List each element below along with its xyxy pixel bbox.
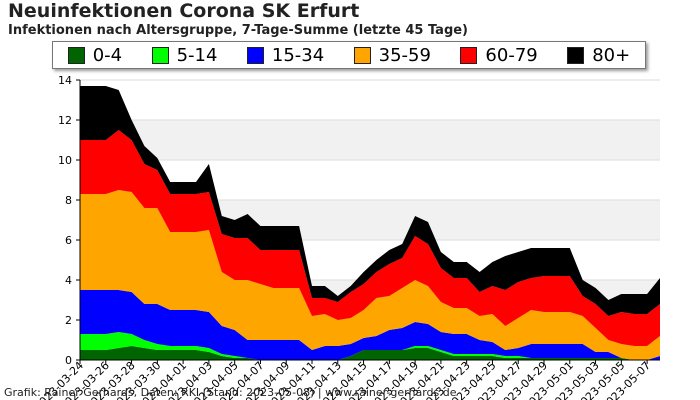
legend-label: 35-59 — [378, 44, 431, 66]
legend-item-80-plus: 80+ — [567, 45, 630, 66]
legend-item-60-79: 60-79 — [460, 44, 538, 66]
chart-credit: Grafik: Rainer Gerhards, Daten: RKI (Sta… — [4, 386, 457, 399]
grid-band — [80, 120, 660, 160]
series-area-35-59 — [80, 190, 660, 360]
legend-swatch — [67, 46, 85, 64]
legend-label: 0-4 — [92, 44, 123, 66]
legend-label: 5-14 — [176, 44, 218, 66]
grid-band — [80, 80, 660, 120]
y-tick-label: 14 — [58, 74, 72, 87]
legend-swatch — [460, 46, 478, 64]
y-tick-label: 6 — [65, 234, 72, 247]
legend-swatch — [151, 46, 169, 64]
y-tick-label: 12 — [58, 114, 72, 127]
legend-item-5-14: 5-14 — [151, 44, 218, 66]
legend-item-15-34: 15-34 — [246, 44, 325, 66]
legend-label: 15-34 — [271, 44, 325, 66]
chart-subtitle: Infektionen nach Altersgruppe, 7-Tage-Su… — [8, 23, 469, 38]
series-area-80-plus — [80, 86, 660, 316]
series-area-60-79 — [80, 130, 660, 346]
legend-label: 80+ — [592, 44, 631, 66]
y-tick-label: 8 — [65, 194, 72, 207]
legend-item-0-4: 0-4 — [67, 44, 123, 66]
legend-swatch — [567, 46, 585, 64]
legend-swatch — [246, 46, 264, 64]
y-tick-label: 10 — [58, 154, 72, 167]
legend-label: 60-79 — [485, 44, 538, 66]
chart-legend: 0-4 5-14 15-34 35-59 60-79 80+ — [52, 41, 646, 69]
y-tick-label: 4 — [65, 274, 72, 287]
legend-swatch — [353, 46, 371, 64]
y-tick-label: 0 — [65, 354, 72, 367]
chart-title: Neuinfektionen Corona SK Erfurt — [8, 0, 360, 22]
series-area-0-4 — [80, 346, 660, 360]
y-tick-label: 2 — [65, 314, 72, 327]
series-area-15-34 — [80, 290, 660, 360]
legend-item-35-59: 35-59 — [353, 44, 431, 66]
